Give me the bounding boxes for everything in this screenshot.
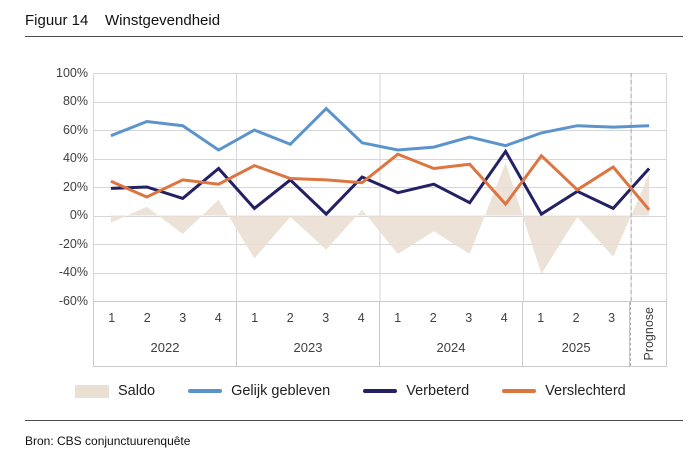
y-tick-label: -20% (58, 236, 88, 251)
x-tick-label: 4 (500, 311, 508, 325)
series-line-verslechterd (110, 152, 651, 211)
y-tick-label: 60% (62, 122, 88, 137)
figure-title: Figuur 14 Winstgevendheid (25, 12, 220, 29)
year-group-2023: 1 2 3 4 2023 (237, 302, 380, 366)
header-divider (25, 36, 683, 37)
series-line-gelijk-gebleven (110, 106, 650, 152)
year-group-2025: 1 2 3 2025 (523, 302, 631, 366)
x-tick-label: 1 (108, 311, 116, 325)
x-tick-label: 2 (143, 311, 151, 325)
legend-item-verbeterd: Verbeterd (363, 383, 469, 399)
x-tick-label: 3 (322, 311, 330, 325)
legend-item-gelijk-gebleven: Gelijk gebleven (188, 383, 330, 399)
year-group-2022: 1 2 3 4 2022 (94, 302, 237, 366)
source-note: Bron: CBS conjunctuurenquête (25, 434, 191, 448)
x-axis: 1 2 3 4 2022 1 2 3 4 2023 1 2 3 4 2024 1 2 3 2025 Prognose (93, 301, 667, 367)
x-tick-label: 3 (608, 311, 616, 325)
x-tick-label: 3 (465, 311, 473, 325)
legend-area-swatch (75, 384, 109, 398)
legend-item-saldo: Saldo (75, 383, 155, 399)
legend-label: Verslechterd (545, 383, 626, 399)
y-tick-label: -40% (58, 265, 88, 279)
year-group-2024: 1 2 3 4 2024 (380, 302, 523, 366)
plot-area (93, 73, 667, 302)
x-tick-label: 4 (214, 311, 222, 325)
y-tick-label: 0% (69, 208, 88, 222)
x-tick-label: 1 (394, 311, 402, 325)
year-label: 2025 (561, 340, 591, 355)
x-tick-label: 4 (357, 311, 365, 325)
footer-divider (25, 420, 683, 421)
legend: Saldo Gelijk gebleven Verbeterd Verslechter… (75, 383, 626, 399)
y-tick-label: 80% (62, 94, 88, 108)
year-label: 2023 (293, 340, 323, 355)
legend-line-swatch (502, 389, 537, 393)
x-tick-label: 1 (537, 311, 545, 325)
legend-label: Gelijk gebleven (231, 383, 331, 399)
legend-item-verslechterd: Verslechterd (502, 383, 626, 399)
legend-label: Verbeterd (406, 383, 470, 399)
x-tick-label: 2 (572, 311, 580, 325)
legend-label: Saldo (118, 383, 156, 399)
y-tick-label: 40% (62, 151, 88, 165)
year-label: 2024 (436, 340, 466, 355)
forecast-column: Prognose (630, 302, 666, 366)
y-tick-label: -60% (58, 293, 88, 308)
year-label: 2022 (150, 340, 180, 355)
y-tick-label: 20% (62, 179, 88, 194)
x-tick-label: 2 (286, 311, 294, 325)
forecast-label: Prognose (641, 307, 656, 361)
figure-number: Figuur 14 (25, 12, 89, 29)
legend-line-swatch (188, 389, 223, 393)
legend-line-swatch (363, 389, 398, 393)
x-tick-label: 2 (429, 311, 437, 325)
y-tick-label: 100% (56, 65, 88, 80)
x-tick-label: 1 (251, 311, 259, 325)
figure-name: Winstgevendheid (105, 12, 221, 29)
x-tick-label: 3 (179, 311, 187, 325)
